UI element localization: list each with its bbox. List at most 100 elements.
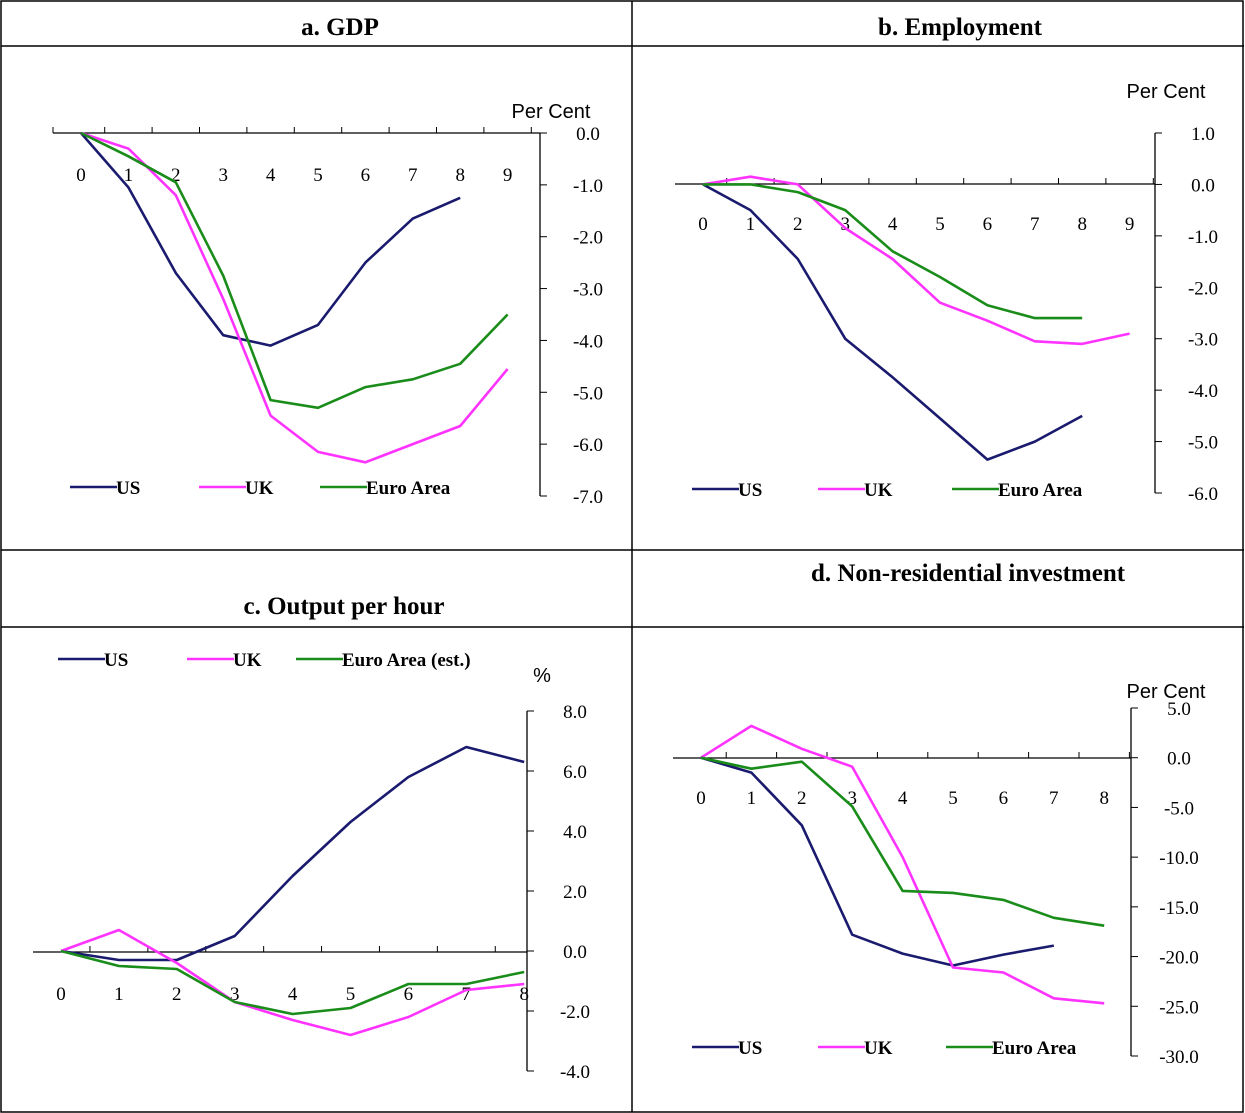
x-tick-label: 7 [408, 165, 418, 186]
x-tick-label: 8 [1077, 214, 1087, 235]
legend-label-euro-area-est: Euro Area (est.) [342, 650, 471, 671]
x-tick-label: 9 [503, 165, 513, 186]
x-tick-label: 0 [56, 984, 66, 1005]
series-line-us [80, 132, 461, 347]
legend-label-euro-area: Euro Area [992, 1038, 1077, 1059]
x-tick-label: 5 [948, 788, 958, 809]
y-tick-label: -1.0 [1188, 227, 1218, 248]
x-tick-label: 2 [172, 984, 182, 1005]
series-line-euro-area-est [60, 949, 525, 1016]
x-tick-label: 2 [797, 788, 807, 809]
x-tick-label: 5 [935, 214, 945, 235]
x-tick-label: 5 [346, 984, 356, 1005]
series-line-euro-area [700, 756, 1105, 927]
x-tick-label: 3 [840, 214, 850, 235]
x-tick-label: 1 [746, 214, 756, 235]
x-tick-label: 8 [1099, 788, 1109, 809]
panel-a-title: a. GDP [301, 14, 379, 41]
series-line-euro-area [703, 183, 1083, 320]
x-tick-label: 0 [698, 214, 708, 235]
y-unit-label: Per Cent [512, 101, 591, 123]
y-tick-label: -7.0 [573, 487, 603, 508]
x-tick-label: 8 [455, 165, 465, 186]
x-tick-label: 1 [747, 788, 757, 809]
y-tick-label: -2.0 [560, 1002, 590, 1023]
y-tick-label: -10.0 [1159, 848, 1199, 869]
y-tick-label: -5.0 [573, 383, 603, 404]
series-line-us [702, 183, 1083, 461]
y-tick-label: 8.0 [563, 702, 587, 723]
y-tick-label: -15.0 [1159, 898, 1199, 919]
y-tick-label: 4.0 [563, 822, 587, 843]
x-tick-label: 1 [114, 984, 124, 1005]
legend-label-euro-area: Euro Area [998, 480, 1083, 501]
y-tick-label: -25.0 [1159, 997, 1199, 1018]
y-tick-label: -1.0 [573, 176, 603, 197]
x-tick-label: 6 [983, 214, 993, 235]
x-tick-label: 6 [404, 984, 414, 1005]
y-unit-label: Per Cent [1127, 81, 1206, 103]
y-unit-label: % [533, 665, 551, 687]
y-tick-label: 0.0 [576, 124, 600, 145]
panel-c-title: c. Output per hour [244, 593, 445, 620]
y-tick-label: -4.0 [1188, 381, 1218, 402]
y-tick-label: -30.0 [1159, 1047, 1199, 1068]
x-tick-label: 3 [230, 984, 240, 1005]
x-tick-label: 7 [1030, 214, 1040, 235]
y-tick-label: 6.0 [563, 762, 587, 783]
chart-panel-output-per-hour: 0 1 2 3 4 5 6 7 8 8.0 6.0 4.0 2.0 0.0 -2.0 -4.0% US UK Eur… [33, 650, 590, 1083]
x-tick-label: 1 [124, 165, 134, 186]
legend-label-us: US [116, 478, 140, 499]
y-tick-label: -2.0 [1188, 278, 1218, 299]
legend-label-uk: UK [233, 650, 262, 671]
x-tick-label: 9 [1125, 214, 1135, 235]
x-tick-label: 4 [888, 214, 898, 235]
y-tick-label: -3.0 [573, 280, 603, 301]
y-tick-label: 0.0 [1167, 749, 1191, 770]
legend-label-us: US [104, 650, 128, 671]
series-line-euro-area [80, 131, 509, 410]
y-tick-label: 0.0 [1191, 175, 1215, 196]
series-line-us [60, 745, 525, 962]
chart-panel-non-residential-investment: 0 1 2 3 4 5 6 7 8 5.0 0.0 -5.0 -10.0 -15.0 -20.0 -25.0 -… [673, 681, 1206, 1068]
y-tick-label: 1.0 [1191, 124, 1215, 145]
x-tick-label: 0 [76, 165, 86, 186]
legend-label-us: US [738, 1038, 762, 1059]
x-tick-label: 2 [171, 165, 181, 186]
legend-label-uk: UK [245, 478, 274, 499]
x-tick-label: 5 [313, 165, 323, 186]
legend-label-euro-area: Euro Area [366, 478, 451, 499]
x-tick-label: 0 [696, 788, 706, 809]
y-tick-label: -4.0 [573, 331, 603, 352]
y-tick-label: -20.0 [1159, 948, 1199, 969]
series-line-uk [702, 175, 1130, 346]
y-tick-label: 0.0 [563, 942, 587, 963]
y-tick-label: -5.0 [1188, 433, 1218, 454]
x-tick-label: 8 [519, 984, 529, 1005]
x-tick-label: 7 [1049, 788, 1059, 809]
x-tick-label: 3 [218, 165, 228, 186]
chart-panel-gdp: 0 1 2 3 4 5 6 7 8 9 0.0 -1.0 -2.0 -3.0 -4.0 -5.0 -6.0 -7.… [52, 101, 603, 508]
legend-label-uk: UK [864, 1038, 893, 1059]
x-tick-label: 4 [288, 984, 298, 1005]
x-tick-label: 6 [999, 788, 1009, 809]
x-tick-label: 6 [361, 165, 371, 186]
x-tick-label: 2 [793, 214, 803, 235]
chart-panel-employment: 0 1 2 3 4 5 6 7 8 9 1.0 0.0 -1.0 -2.0 -3.0 -4.0 -5.0 -6.0… [675, 81, 1218, 505]
y-tick-label: -5.0 [1164, 798, 1194, 819]
legend-label-uk: UK [864, 480, 893, 501]
x-tick-label: 4 [898, 788, 908, 809]
y-tick-label: -3.0 [1188, 330, 1218, 351]
series-line-uk [80, 131, 509, 464]
x-tick-label: 4 [266, 165, 276, 186]
series-line-uk [700, 724, 1105, 1005]
y-tick-label: 5.0 [1167, 699, 1191, 720]
series-line-us [700, 756, 1055, 967]
y-tick-label: 2.0 [563, 882, 587, 903]
y-tick-label: -4.0 [560, 1062, 590, 1083]
panel-b-title: b. Employment [878, 14, 1043, 41]
y-unit-label: Per Cent [1127, 681, 1206, 703]
y-tick-label: -6.0 [1188, 484, 1218, 505]
